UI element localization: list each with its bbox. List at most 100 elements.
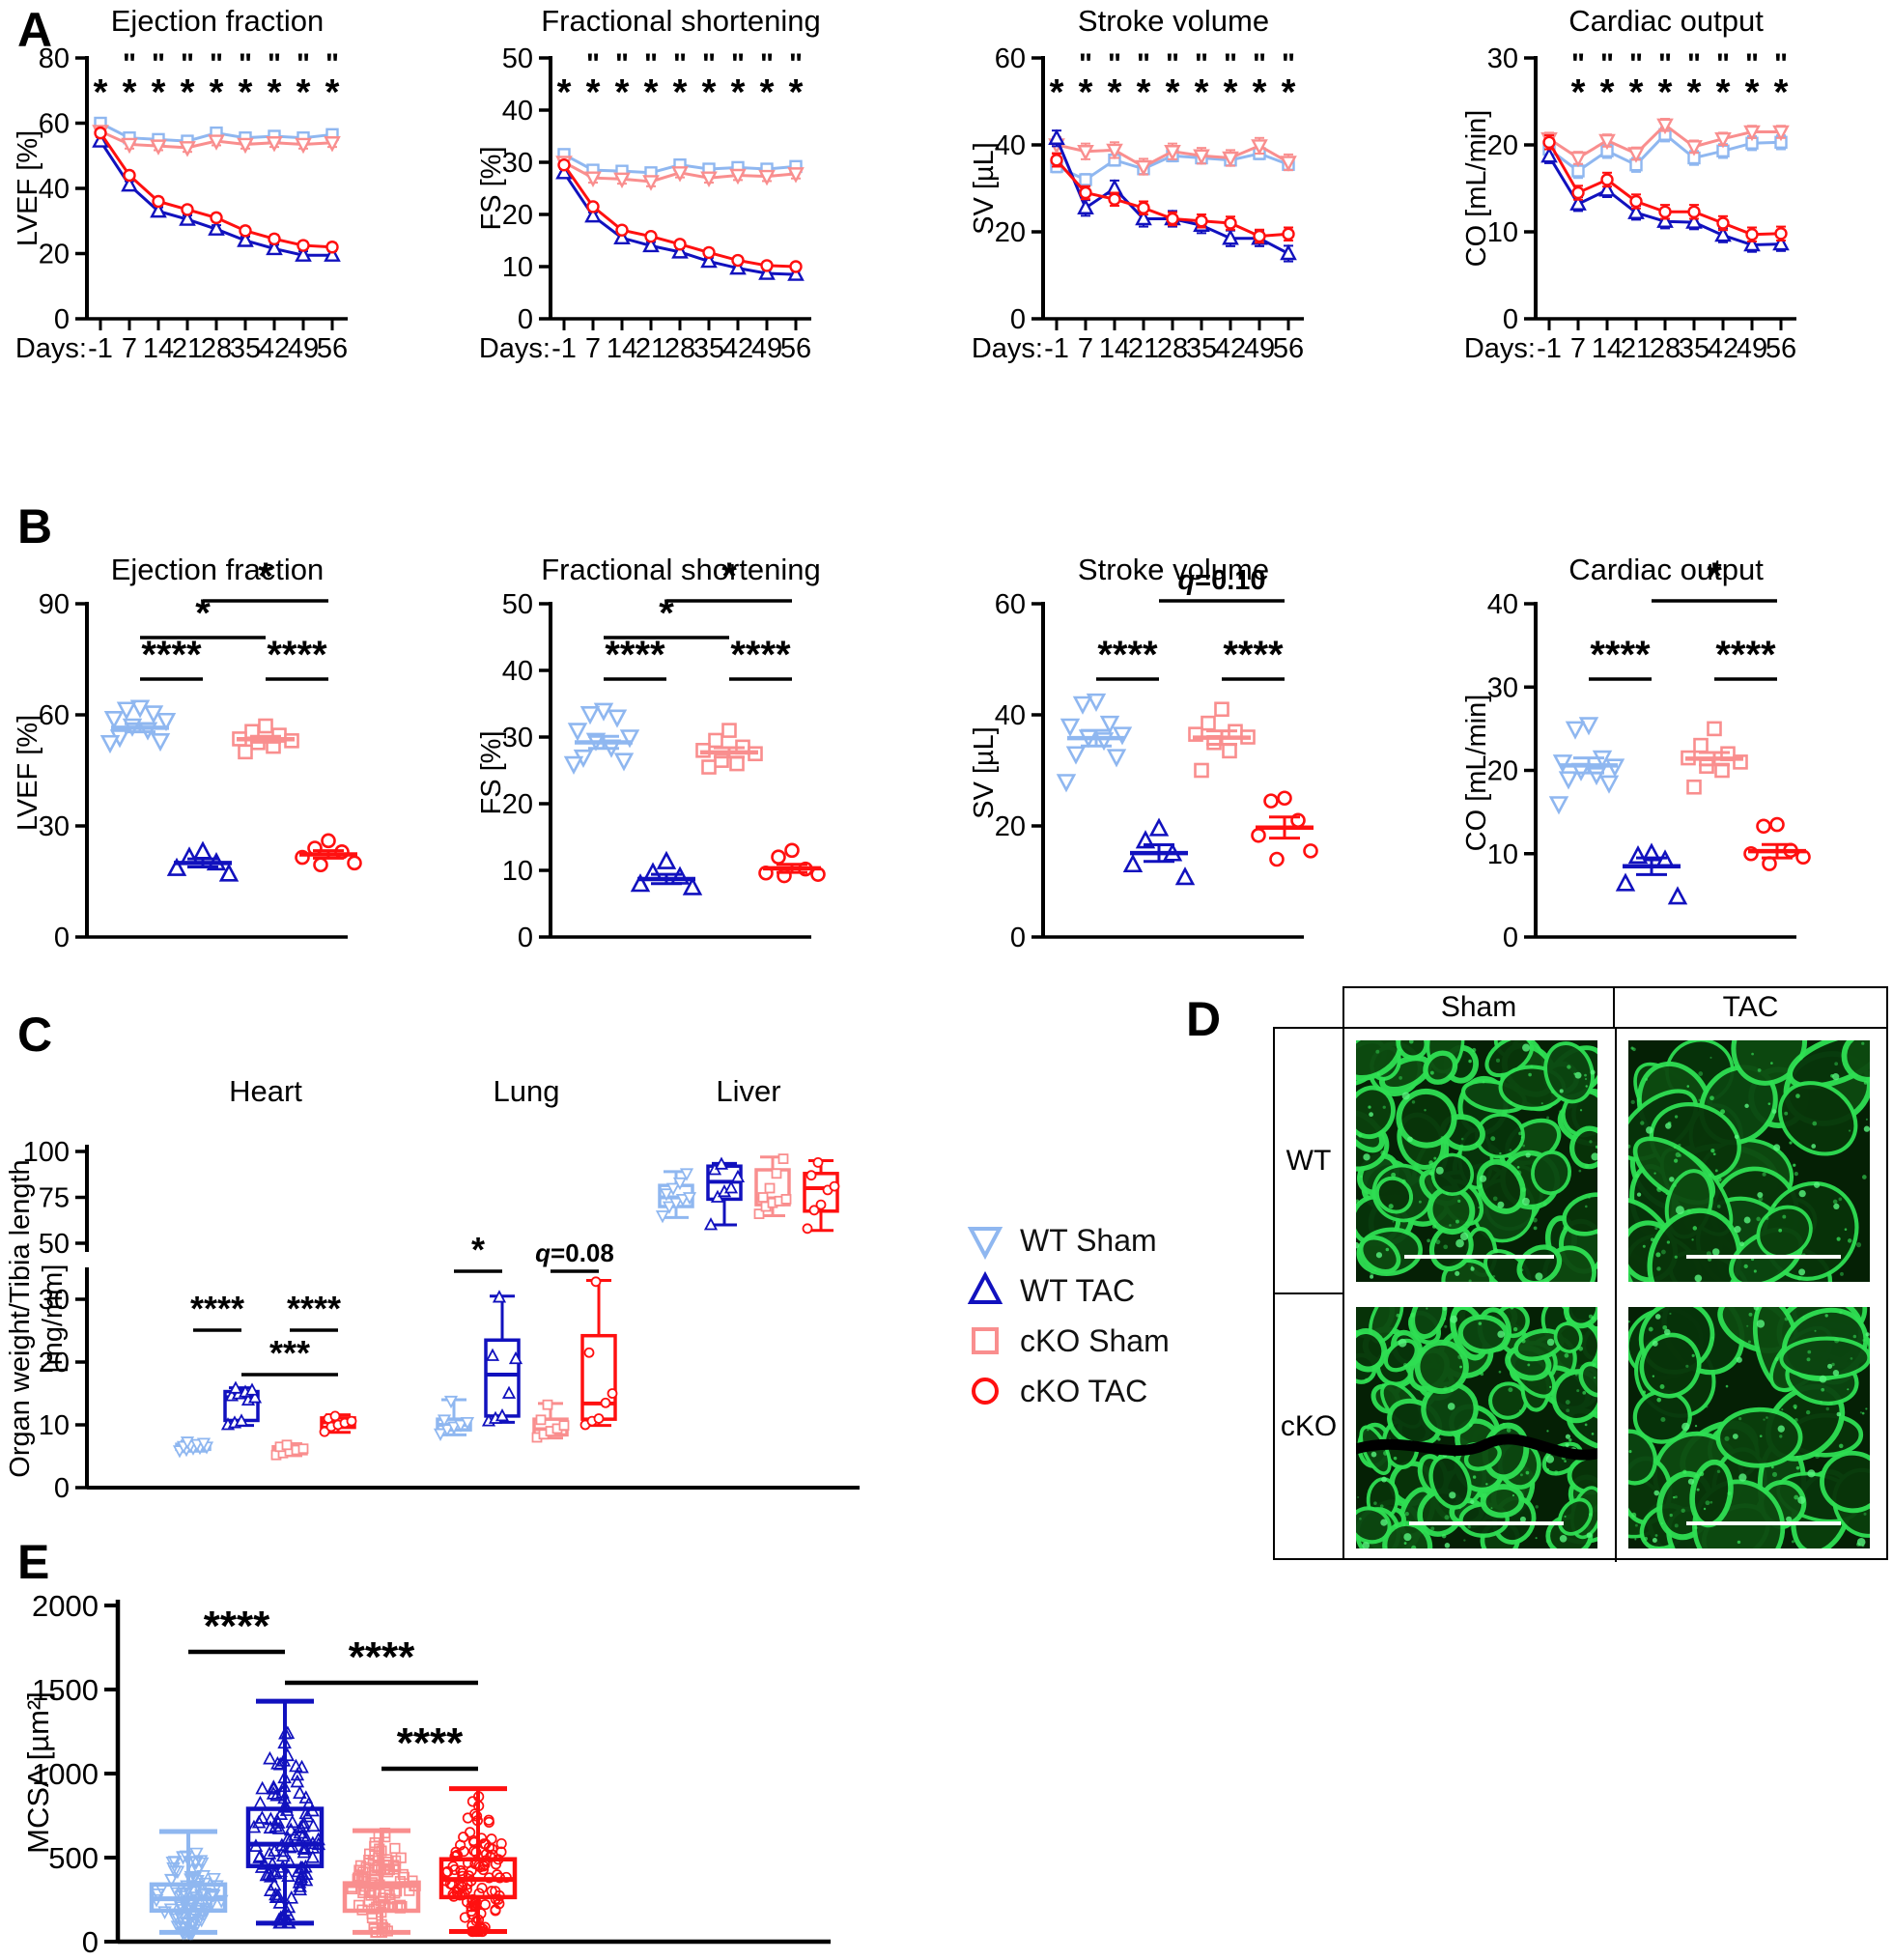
legend-label-cko-sham: cKO Sham [1020,1322,1170,1358]
svg-text:CO [mL/min]: CO [mL/min] [1461,695,1492,852]
svg-text:*: * [659,592,674,635]
svg-text:0: 0 [518,923,533,953]
svg-text:": " [702,48,716,80]
svg-text:Days:: Days: [1464,333,1536,364]
svg-text:FS [%]: FS [%] [476,146,507,230]
legend-label-cko-tac: cKO TAC [1020,1373,1148,1408]
svg-text:42: 42 [722,333,753,364]
svg-text:30: 30 [39,811,70,842]
svg-text:*: * [239,72,253,113]
wt-sham-triangle-down-icon [967,1227,1003,1260]
svg-text:49: 49 [288,333,319,364]
micrograph-cko-tac [1628,1307,1870,1548]
svg-text:100: 100 [23,1137,70,1168]
svg-text:21: 21 [1128,333,1159,364]
svg-text:56: 56 [1273,333,1304,364]
svg-text:10: 10 [1487,217,1518,248]
svg-text:****: **** [190,1289,244,1328]
panel-b-chart-2: 0 20 40 60 Stroke volume SV [µL] **** **** q=0.1… [969,553,1318,953]
legend-label-wt-tac: WT TAC [1020,1272,1136,1308]
svg-text:*: * [1195,72,1209,113]
legend-item-wt-tac: WT TAC [966,1265,1170,1316]
svg-text:35: 35 [1679,333,1709,364]
svg-text:50: 50 [502,43,533,74]
svg-text:": " [239,48,252,80]
svg-text:21: 21 [1621,333,1652,364]
svg-text:21: 21 [172,333,203,364]
svg-text:0: 0 [1010,923,1026,953]
svg-text:": " [181,48,194,80]
svg-text:*: * [1050,72,1064,113]
panel-label-c: C [17,1008,53,1062]
panel-d-header-tac: TAC [1613,986,1888,1029]
svg-text:Ejection fraction: Ejection fraction [111,4,325,38]
svg-text:": " [731,48,745,80]
svg-text:20: 20 [502,200,533,231]
svg-text:0: 0 [54,1473,70,1504]
svg-text:****: **** [287,1289,341,1328]
svg-text:****: **** [1097,634,1158,676]
svg-text:28: 28 [664,333,695,364]
svg-text:": " [268,48,281,80]
svg-text:35: 35 [230,333,261,364]
svg-text:20: 20 [1487,756,1518,787]
micrograph-cko-sham [1356,1307,1597,1548]
svg-text:": " [644,48,658,80]
panel-d-image-grid [1342,1027,1888,1562]
svg-text:MCSA [µm²]: MCSA [µm²] [21,1691,55,1854]
svg-text:*: * [297,72,311,113]
svg-text:": " [152,48,165,80]
svg-text:-1: -1 [1537,333,1562,364]
svg-text:-1: -1 [551,333,577,364]
svg-text:*: * [1079,72,1093,113]
svg-text:[mg/mm]: [mg/mm] [38,1264,69,1374]
svg-text:Lung: Lung [494,1074,560,1108]
svg-text:Days:: Days: [972,333,1043,364]
svg-text:*: * [1253,72,1267,113]
svg-text:7: 7 [122,333,137,364]
svg-text:7: 7 [1570,333,1586,364]
svg-text:*: * [210,72,224,113]
panel-label-b: B [17,499,53,554]
panel-d-header-sham: Sham [1342,986,1615,1029]
svg-text:*: * [1629,72,1644,113]
panel-e-chart: 0 500 1000 1500 2000 MCSA [µm²] **** **** **** [21,1589,831,1959]
svg-text:****: **** [267,634,327,676]
svg-text:LVEF [%]: LVEF [%] [13,715,43,831]
svg-text:30: 30 [1487,43,1518,74]
svg-text:0: 0 [1503,304,1518,335]
svg-text:*: * [258,555,273,598]
svg-text:7: 7 [585,333,601,364]
svg-text:*: * [1166,72,1180,113]
svg-text:Ejection fraction: Ejection fraction [111,553,325,586]
svg-text:14: 14 [143,333,174,364]
cko-tac-circle-icon [972,1378,999,1405]
svg-text:": " [1224,48,1237,80]
svg-text:*: * [644,72,659,113]
svg-text:*: * [1600,72,1615,113]
svg-text:SV [µL]: SV [µL] [969,142,1000,235]
svg-text:": " [586,48,600,80]
legend-item-cko-tac: cKO TAC [966,1366,1170,1416]
svg-text:21: 21 [636,333,666,364]
panel-d-column-divider [1615,1029,1617,1562]
svg-text:*: * [673,72,688,113]
svg-text:60: 60 [39,109,70,140]
svg-text:40: 40 [502,96,533,127]
svg-text:*: * [760,72,775,113]
svg-text:60: 60 [39,700,70,731]
svg-text:": " [1571,48,1585,80]
svg-text:1000: 1000 [32,1757,99,1791]
svg-text:": " [789,48,803,80]
svg-text:*: * [1716,72,1731,113]
svg-text:30: 30 [502,148,533,179]
svg-text:20: 20 [502,789,533,820]
panel-d-row-label-wt: WT [1273,1027,1344,1294]
svg-text:-1: -1 [88,333,113,364]
svg-text:*: * [721,555,737,598]
svg-text:": " [1774,48,1788,80]
svg-text:40: 40 [39,174,70,205]
